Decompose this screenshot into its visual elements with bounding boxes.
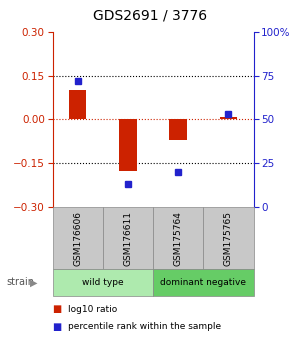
Text: GSM176606: GSM176606	[73, 211, 82, 266]
Text: wild type: wild type	[82, 278, 124, 287]
Text: dominant negative: dominant negative	[160, 278, 246, 287]
Text: log10 ratio: log10 ratio	[68, 304, 117, 314]
Text: GSM175765: GSM175765	[224, 211, 233, 266]
Bar	[169, 120, 187, 140]
Text: ■: ■	[52, 304, 62, 314]
Text: GSM176611: GSM176611	[123, 211, 132, 266]
Bar	[220, 116, 237, 120]
Text: ■: ■	[52, 322, 62, 332]
Bar	[119, 120, 137, 171]
Text: strain: strain	[6, 277, 34, 287]
Text: percentile rank within the sample: percentile rank within the sample	[68, 322, 220, 331]
Text: GSM175764: GSM175764	[174, 211, 183, 266]
Text: ▶: ▶	[30, 277, 38, 287]
Bar	[69, 90, 86, 120]
Text: GDS2691 / 3776: GDS2691 / 3776	[93, 9, 207, 23]
